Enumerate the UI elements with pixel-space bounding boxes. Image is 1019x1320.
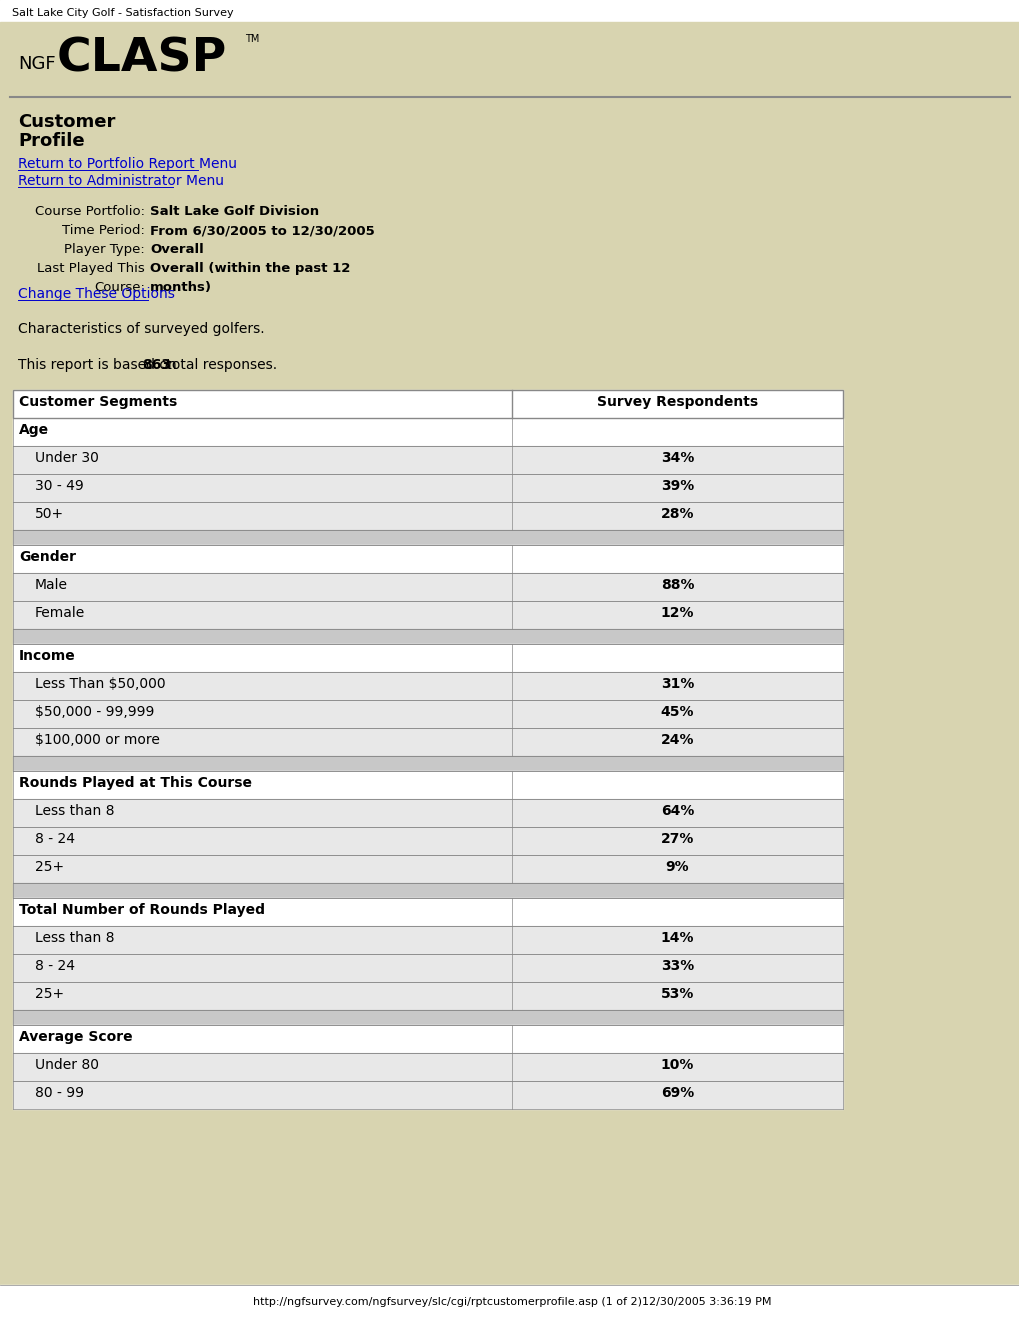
Bar xyxy=(13,1010,842,1026)
Bar xyxy=(13,1053,842,1081)
Text: NGF: NGF xyxy=(18,55,56,73)
Text: Total Number of Rounds Played: Total Number of Rounds Played xyxy=(19,903,265,917)
Text: 64%: 64% xyxy=(660,804,694,818)
Text: http://ngfsurvey.com/ngfsurvey/slc/cgi/rptcustomerprofile.asp (1 of 2)12/30/2005: http://ngfsurvey.com/ngfsurvey/slc/cgi/r… xyxy=(253,1298,770,1307)
Bar xyxy=(13,898,842,927)
Text: 80 - 99: 80 - 99 xyxy=(35,1086,84,1100)
Text: Rounds Played at This Course: Rounds Played at This Course xyxy=(19,776,252,789)
Text: 10%: 10% xyxy=(660,1059,694,1072)
Text: 53%: 53% xyxy=(660,987,694,1001)
Text: Income: Income xyxy=(19,649,75,663)
Bar xyxy=(13,630,842,644)
Bar xyxy=(13,883,842,898)
Text: Male: Male xyxy=(35,578,68,591)
Text: Characteristics of surveyed golfers.: Characteristics of surveyed golfers. xyxy=(18,322,264,337)
Bar xyxy=(13,771,842,799)
Text: Salt Lake City Golf - Satisfaction Survey: Salt Lake City Golf - Satisfaction Surve… xyxy=(12,8,233,18)
Bar xyxy=(13,927,842,954)
Text: Average Score: Average Score xyxy=(19,1030,132,1044)
Bar xyxy=(13,446,842,474)
Text: 25+: 25+ xyxy=(35,861,64,874)
Text: 69%: 69% xyxy=(660,1086,694,1100)
Bar xyxy=(13,700,842,729)
Bar xyxy=(13,729,842,756)
Bar xyxy=(13,474,842,502)
Text: 8 - 24: 8 - 24 xyxy=(35,832,75,846)
Text: Course Portfolio:: Course Portfolio: xyxy=(35,205,145,218)
Bar xyxy=(0,0,1019,22)
Text: Less Than $50,000: Less Than $50,000 xyxy=(35,677,165,690)
Text: 9%: 9% xyxy=(665,861,689,874)
Bar xyxy=(13,531,842,545)
Text: Customer Segments: Customer Segments xyxy=(19,395,177,409)
Text: TM: TM xyxy=(245,34,259,44)
Text: Player Type:: Player Type: xyxy=(64,243,145,256)
Text: Gender: Gender xyxy=(19,550,76,564)
Bar xyxy=(13,1081,842,1109)
Text: months): months) xyxy=(150,281,212,294)
Text: Age: Age xyxy=(19,422,49,437)
Text: Less than 8: Less than 8 xyxy=(35,931,114,945)
Text: Overall: Overall xyxy=(150,243,204,256)
Text: 33%: 33% xyxy=(660,960,694,973)
Text: 39%: 39% xyxy=(660,479,694,492)
Bar xyxy=(13,756,842,771)
Text: 34%: 34% xyxy=(660,451,694,465)
Text: Less than 8: Less than 8 xyxy=(35,804,114,818)
Text: 31%: 31% xyxy=(660,677,694,690)
Text: 30 - 49: 30 - 49 xyxy=(35,479,84,492)
Text: total responses.: total responses. xyxy=(162,358,277,372)
Text: Time Period:: Time Period: xyxy=(62,224,145,238)
Text: 8 - 24: 8 - 24 xyxy=(35,960,75,973)
Text: Change These Options: Change These Options xyxy=(18,286,174,301)
Text: Return to Administrator Menu: Return to Administrator Menu xyxy=(18,174,224,187)
Text: 45%: 45% xyxy=(660,705,694,719)
Bar xyxy=(13,982,842,1010)
Text: 14%: 14% xyxy=(660,931,694,945)
Text: Customer: Customer xyxy=(18,114,115,131)
Text: 12%: 12% xyxy=(660,606,694,620)
Text: Course:: Course: xyxy=(94,281,145,294)
Bar xyxy=(13,644,842,672)
Text: 28%: 28% xyxy=(660,507,694,521)
Bar xyxy=(13,1026,842,1053)
Text: $50,000 - 99,999: $50,000 - 99,999 xyxy=(35,705,154,719)
Text: Under 80: Under 80 xyxy=(35,1059,99,1072)
Bar xyxy=(0,22,1019,96)
Bar xyxy=(13,672,842,700)
Bar xyxy=(13,954,842,982)
Text: From 6/30/2005 to 12/30/2005: From 6/30/2005 to 12/30/2005 xyxy=(150,224,374,238)
Text: Survey Respondents: Survey Respondents xyxy=(596,395,757,409)
Bar xyxy=(13,545,842,573)
Text: 88%: 88% xyxy=(660,578,694,591)
Text: 24%: 24% xyxy=(660,733,694,747)
Text: 27%: 27% xyxy=(660,832,694,846)
Text: Salt Lake Golf Division: Salt Lake Golf Division xyxy=(150,205,319,218)
Text: 863: 863 xyxy=(142,358,171,372)
Text: This report is based on: This report is based on xyxy=(18,358,180,372)
Bar xyxy=(13,418,842,446)
Text: CLASP: CLASP xyxy=(57,37,227,82)
Bar xyxy=(13,828,842,855)
Text: Profile: Profile xyxy=(18,132,85,150)
Bar xyxy=(13,573,842,601)
Text: Last Played This: Last Played This xyxy=(38,261,145,275)
Bar xyxy=(13,855,842,883)
Bar xyxy=(0,1284,1019,1320)
Bar xyxy=(13,799,842,828)
Text: Return to Portfolio Report Menu: Return to Portfolio Report Menu xyxy=(18,157,236,172)
Text: Under 30: Under 30 xyxy=(35,451,99,465)
Bar xyxy=(13,502,842,531)
Text: Overall (within the past 12: Overall (within the past 12 xyxy=(150,261,351,275)
Text: $100,000 or more: $100,000 or more xyxy=(35,733,160,747)
Text: 50+: 50+ xyxy=(35,507,64,521)
Bar xyxy=(13,389,842,418)
Text: 25+: 25+ xyxy=(35,987,64,1001)
Bar xyxy=(13,601,842,630)
Text: Female: Female xyxy=(35,606,86,620)
